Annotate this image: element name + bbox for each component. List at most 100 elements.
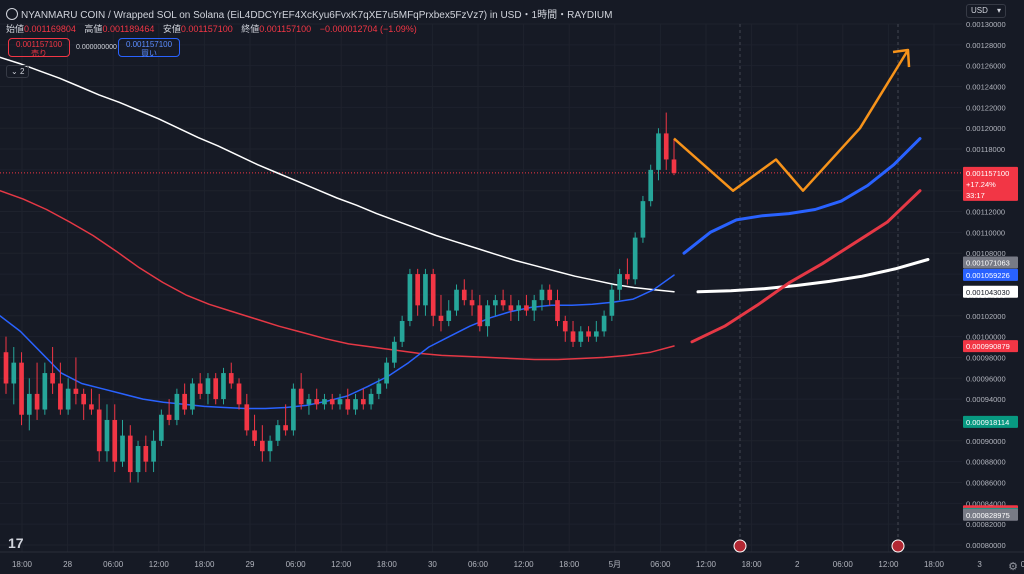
- y-tick-label: 0.00126000: [966, 62, 1006, 71]
- price-badge-text: 0.000828975: [966, 511, 1010, 520]
- candle-body: [190, 383, 195, 410]
- candle-body: [485, 305, 490, 327]
- y-tick-label: 0.00128000: [966, 41, 1006, 50]
- candle-body: [135, 446, 141, 473]
- candle-body: [415, 274, 421, 306]
- ohlc-row: 始値0.001169804 高値0.001189464 安値0.00115710…: [6, 22, 417, 35]
- price-badge-text: 0.000918114: [966, 418, 1009, 427]
- indicators-collapse-button[interactable]: ⌄ 2: [6, 65, 30, 78]
- x-tick-label: 06:00: [833, 560, 854, 569]
- candle-body: [3, 352, 9, 384]
- symbol-title: NYANMARU COIN / Wrapped SOL on Solana (E…: [21, 10, 613, 21]
- open-value: 0.001169804: [24, 24, 76, 34]
- candle-body: [259, 440, 265, 452]
- y-tick-label: 0.00100000: [966, 333, 1006, 342]
- buy-label: 買い: [141, 49, 157, 58]
- candle-body: [112, 419, 118, 462]
- projection-white-line: [696, 258, 930, 294]
- candle-body: [143, 446, 149, 462]
- low-value: 0.001157100: [180, 24, 233, 34]
- candle-body: [423, 274, 428, 306]
- x-tick-label: 28: [63, 560, 72, 569]
- candle-body: [648, 169, 654, 202]
- price-badge-text: 33:17: [966, 191, 985, 200]
- candle-body: [244, 404, 250, 431]
- price-badge-text: 0.001157100: [966, 169, 1009, 178]
- buy-button[interactable]: 0.001157100 買い: [118, 38, 180, 58]
- candle-body: [547, 289, 553, 301]
- ma-red-line: [0, 189, 675, 361]
- x-tick-label: 5月: [609, 560, 621, 569]
- candle-body: [461, 289, 467, 301]
- projection-blue-line: [682, 137, 922, 255]
- buy-price: 0.001157100: [125, 40, 173, 49]
- candle-body: [50, 373, 55, 384]
- y-tick-label: 0.00122000: [966, 103, 1006, 112]
- x-tick-label: 18:00: [377, 560, 398, 569]
- sell-price: 0.001157100: [15, 40, 63, 49]
- x-tick-label: 06:00: [286, 560, 307, 569]
- y-tick-label: 0.00084000: [966, 499, 1006, 508]
- candle-body: [205, 378, 211, 394]
- price-badge: [963, 340, 1018, 353]
- candle-body: [531, 300, 537, 311]
- candle-body: [477, 305, 483, 327]
- candle-body: [562, 320, 568, 332]
- x-tick-label: 18:00: [559, 560, 580, 569]
- candle-body: [19, 362, 24, 415]
- projection-lines: [673, 48, 930, 344]
- price-badge: [963, 508, 1018, 521]
- candle-body: [329, 399, 335, 405]
- candle-body: [306, 399, 312, 405]
- candle-body: [159, 414, 164, 441]
- coin-logo-icon: [6, 8, 18, 20]
- price-badges: 0.001157100+17.24%33:170.0010710630.0010…: [963, 166, 1018, 521]
- x-tick-label: 18:00: [742, 560, 763, 569]
- x-tick-label: 12:00: [331, 560, 352, 569]
- x-tick-label: 06:00: [650, 560, 671, 569]
- y-tick-label: 0.00102000: [966, 312, 1006, 321]
- candle-body: [252, 430, 257, 441]
- chart-title: NYANMARU COIN / Wrapped SOL on Solana (E…: [6, 6, 612, 21]
- candle-body: [516, 305, 521, 311]
- x-tick-label: 2: [795, 560, 800, 569]
- candle-body: [601, 315, 607, 332]
- candle-body: [500, 300, 506, 306]
- sell-label: 売り: [31, 49, 47, 58]
- candle-body: [430, 274, 436, 316]
- high-label: 高値: [84, 24, 103, 34]
- spread-value: 0.000000000: [76, 44, 117, 51]
- moving-averages: [0, 56, 675, 410]
- chart-grid: [0, 23, 981, 552]
- y-tick-label: 0.00108000: [966, 249, 1006, 258]
- candle-body: [578, 331, 584, 342]
- candle-body: [174, 393, 180, 420]
- close-value: 0.001157100: [259, 24, 312, 34]
- x-tick-label: 29: [246, 560, 255, 569]
- candle-body: [42, 373, 48, 410]
- candle-body: [586, 331, 591, 337]
- candle-body: [446, 310, 452, 321]
- candle-body: [236, 383, 242, 405]
- candle-body: [454, 289, 459, 311]
- price-badge: [963, 268, 1018, 281]
- candle-body: [438, 315, 444, 321]
- chevron-down-icon: ⌄: [11, 67, 18, 76]
- candle-body: [151, 440, 156, 462]
- candle-body: [640, 201, 646, 238]
- x-tick-label: 06: [1021, 560, 1024, 569]
- price-badge-text: 0.000990879: [966, 342, 1010, 351]
- settings-gear-icon[interactable]: ⚙: [1008, 561, 1018, 573]
- sell-button[interactable]: 0.001157100 売り: [8, 38, 70, 58]
- candle-body: [337, 399, 343, 405]
- x-tick-label: 12:00: [514, 560, 535, 569]
- time-axis[interactable]: 18:00 28 06:00 12:00 18:00 29 06:00 12:00 18:00 3…: [0, 539, 1024, 569]
- x-tick-label: 18:00: [194, 560, 215, 569]
- high-value: 0.001189464: [102, 24, 155, 34]
- candle-body: [376, 383, 382, 394]
- currency-select[interactable]: USD: [966, 4, 1006, 18]
- candle-body: [555, 300, 560, 321]
- price-badge: [963, 285, 1018, 298]
- candle-body: [34, 393, 40, 410]
